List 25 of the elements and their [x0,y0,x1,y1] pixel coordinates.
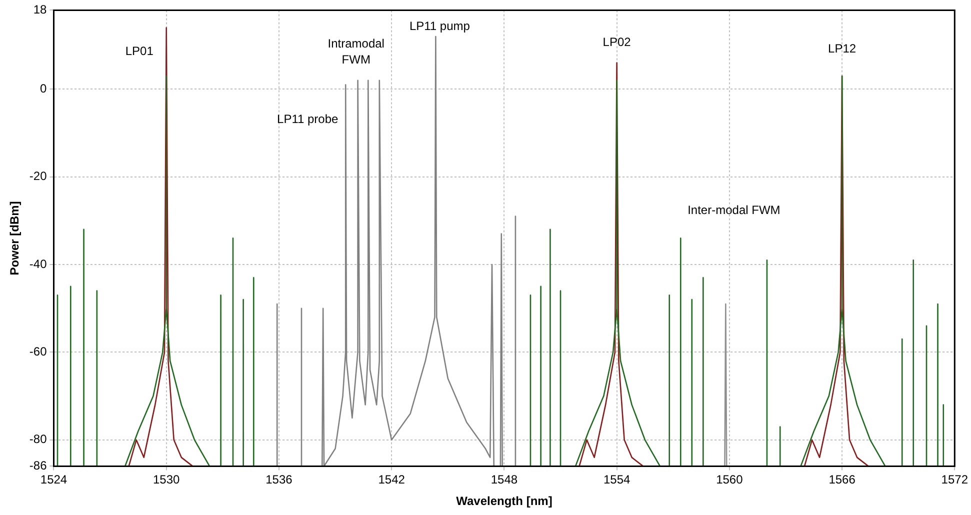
x-tick-label: 1572 [941,472,968,487]
x-tick-label: 1524 [40,472,68,487]
annotation: Inter-modal FWM [688,203,780,218]
annotation: LP11 pump [409,18,470,33]
y-tick-label: -60 [29,344,48,359]
y-tick-label: -86 [29,458,48,473]
x-tick-label: 1542 [378,472,406,487]
annotation: LP11 probe [277,112,338,126]
y-tick-label: 18 [33,2,48,17]
y-tick-label: -40 [29,256,48,271]
annotation: LP12 [828,41,856,56]
annotation: LP01 [125,44,154,58]
x-tick-label: 1536 [266,472,293,487]
x-tick-label: 1566 [828,472,856,487]
annotation: Intramodal FWM [328,36,384,67]
x-axis-title: Wavelength [nm] [456,494,552,508]
x-tick-label: 1554 [603,472,630,487]
y-tick-label: -20 [29,169,48,184]
annotation: LP02 [602,35,632,50]
y-axis-title: Power [dBm] [8,201,22,276]
y-tick-label: -80 [29,432,48,446]
x-tick-label: 1548 [490,472,518,487]
x-tick-label: 1530 [153,472,180,487]
x-tick-label: 1560 [716,472,744,487]
y-tick-label: 0 [40,81,48,96]
